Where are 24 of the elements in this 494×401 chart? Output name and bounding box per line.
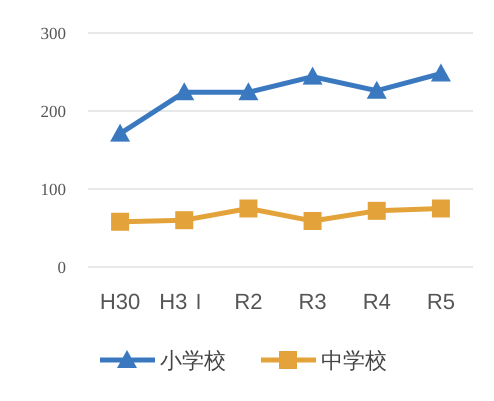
x-tick-label: H3Ｉ (159, 289, 210, 314)
point (175, 211, 194, 230)
point (304, 212, 322, 230)
point (302, 66, 323, 85)
point (368, 202, 386, 220)
x-tick-label: R3 (298, 289, 327, 314)
point (432, 200, 450, 218)
point (174, 82, 194, 100)
point (366, 80, 387, 99)
x-tick-label: R2 (234, 289, 262, 314)
y-tick-label: 300 (40, 24, 66, 43)
x-tick-label: H30 (100, 289, 140, 314)
point (239, 200, 258, 218)
y-tick-label: 200 (40, 102, 66, 121)
y-tick-label: 100 (40, 180, 66, 199)
x-tick-label: R5 (426, 289, 455, 314)
legend-label: 小学校 (160, 348, 226, 373)
x-tick-label: R4 (362, 289, 391, 314)
point (238, 82, 258, 100)
y-tick-label: 0 (58, 258, 66, 277)
legend-label: 中学校 (321, 348, 387, 373)
point (430, 64, 451, 82)
point (111, 212, 130, 231)
point (110, 124, 130, 142)
